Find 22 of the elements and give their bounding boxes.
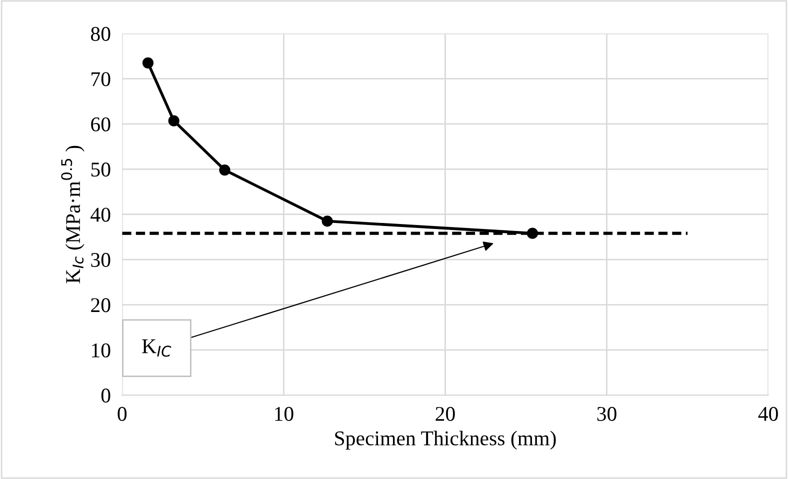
- y-tick-label: 70: [92, 72, 110, 86]
- y-tick-label: 40: [90, 208, 110, 222]
- y-tick-label: 50: [91, 162, 110, 177]
- point: [168, 115, 180, 126]
- y-tick-label: 80: [90, 26, 110, 41]
- y-tick-label: 20: [91, 298, 110, 312]
- point: [322, 216, 333, 227]
- x-tick-label: 10: [275, 406, 294, 421]
- x-axis-title: Specimen Thickness (mm): [335, 430, 556, 450]
- x-tick-label: 20: [436, 406, 455, 421]
- y-tick-label: 10: [92, 343, 110, 358]
- x-tick-label: 0: [118, 406, 127, 421]
- annotation: K$_{IC}$: [142, 339, 172, 357]
- y-axis-title: K$_{Ic}$ (MPa·m$^{0.5}$ ): [61, 146, 84, 284]
- point: [526, 228, 538, 239]
- point: [142, 57, 154, 68]
- y-tick-label: 30: [91, 252, 110, 267]
- x-tick-label: 30: [597, 406, 616, 421]
- y-tick-label: 60: [91, 117, 110, 132]
- y-tick-label: 0: [101, 388, 110, 403]
- point: [219, 164, 230, 176]
- x-tick-label: 40: [758, 406, 778, 421]
